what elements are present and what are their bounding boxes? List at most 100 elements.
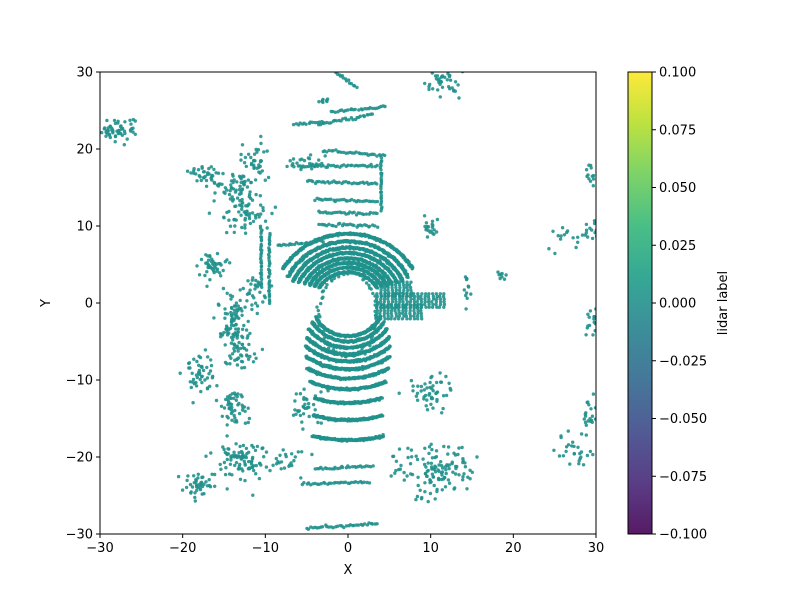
scatter-point: [312, 284, 316, 288]
scatter-point: [401, 280, 405, 284]
scatter-point: [304, 122, 308, 127]
scatter-point: [128, 118, 132, 123]
scatter-point: [267, 264, 271, 268]
scatter-point: [379, 156, 384, 160]
scatter-point: [334, 224, 338, 229]
scatter-point: [387, 334, 391, 339]
scatter-point: [362, 480, 366, 484]
scatter-point: [260, 277, 264, 282]
scatter-point: [404, 303, 408, 307]
scatter-point: [412, 303, 416, 307]
scatter-point: [267, 242, 272, 247]
scatter-point: [323, 181, 327, 185]
scatter-point: [300, 241, 304, 246]
scatter-point: [379, 280, 383, 284]
scatter-point: [361, 114, 366, 118]
scatter-point: [337, 180, 341, 184]
scatter-point: [357, 108, 361, 112]
scatter-point: [329, 481, 333, 485]
scatter-point: [379, 190, 384, 194]
scatter-point: [371, 464, 375, 468]
scatter-point: [367, 224, 372, 228]
scatter-point: [390, 280, 394, 284]
scatter-point: [267, 289, 271, 293]
scatter-point: [290, 242, 294, 247]
scatter-point: [438, 292, 442, 296]
scatter-point: [384, 380, 388, 385]
scatter-point: [409, 280, 413, 284]
scatter-point: [376, 225, 380, 229]
scatter-point: [259, 264, 264, 268]
scatter-point: [434, 292, 439, 296]
scatter-point: [356, 523, 361, 527]
scatter-point: [365, 113, 369, 117]
scatter-point: [397, 280, 402, 284]
scatter-point: [329, 197, 333, 201]
scatter-point: [420, 292, 424, 296]
scatter-point: [335, 524, 340, 528]
scatter-point: [375, 522, 379, 526]
scatter-point: [388, 344, 392, 348]
scatter-point: [383, 280, 387, 284]
scatter-point: [327, 222, 331, 226]
scatter-point: [389, 303, 394, 307]
scatter-point: [416, 292, 420, 296]
scatter-point: [340, 465, 345, 470]
scatter-point: [375, 163, 379, 168]
scatter-point: [386, 303, 390, 307]
scatter-point: [367, 481, 372, 485]
scatter-point: [350, 163, 354, 167]
scatter-point: [259, 261, 264, 265]
scatter-point: [311, 179, 315, 184]
scatter-point: [370, 165, 374, 169]
scatter-point: [352, 210, 356, 214]
scatter-point: [424, 292, 428, 296]
scatter-point: [338, 221, 342, 226]
scatter-point: [352, 223, 356, 228]
scatter-point: [379, 168, 383, 172]
scatter-point: [385, 327, 389, 331]
scatter-point: [284, 243, 288, 247]
scatter-point: [317, 286, 321, 290]
scatter-point: [396, 303, 401, 307]
scatter-point: [308, 283, 312, 288]
scatter-point: [431, 292, 435, 296]
scatter-point: [379, 395, 383, 400]
scatter-point: [386, 366, 391, 370]
scatter-point: [259, 239, 264, 243]
scatter-point: [267, 301, 272, 306]
scatter-point: [401, 303, 405, 307]
scatter-point: [354, 150, 358, 154]
scatter-point: [347, 465, 352, 469]
scatter-point: [427, 292, 431, 296]
scatter-point: [382, 320, 386, 324]
scatter-point: [383, 153, 387, 158]
scatter-point: [373, 224, 377, 228]
scatter-point: [388, 355, 392, 359]
scatter-point: [296, 280, 301, 285]
scatter-point: [368, 210, 373, 215]
scatter-point: [281, 266, 285, 271]
scatter-point: [382, 303, 386, 307]
scatter-point: [259, 231, 263, 236]
scatter-points: [100, 72, 596, 531]
scatter-point: [408, 303, 413, 307]
scatter-point: [347, 78, 351, 82]
scatter-point: [303, 282, 307, 286]
scatter-point: [320, 525, 325, 529]
scatter-point: [349, 107, 353, 112]
scatter-point: [394, 280, 398, 284]
scatter-point: [415, 303, 419, 307]
scatter-point: [375, 211, 379, 216]
scatter-point: [329, 109, 333, 114]
scatter-point: [122, 143, 127, 147]
scatter-point: [286, 274, 290, 278]
scatter-point: [323, 481, 327, 485]
scatter-point: [321, 121, 325, 125]
scatter-point: [381, 414, 385, 418]
scatter-point: [346, 163, 350, 167]
scatter-point: [125, 137, 129, 141]
scatter-point: [375, 199, 380, 204]
scatter-point: [362, 522, 367, 526]
